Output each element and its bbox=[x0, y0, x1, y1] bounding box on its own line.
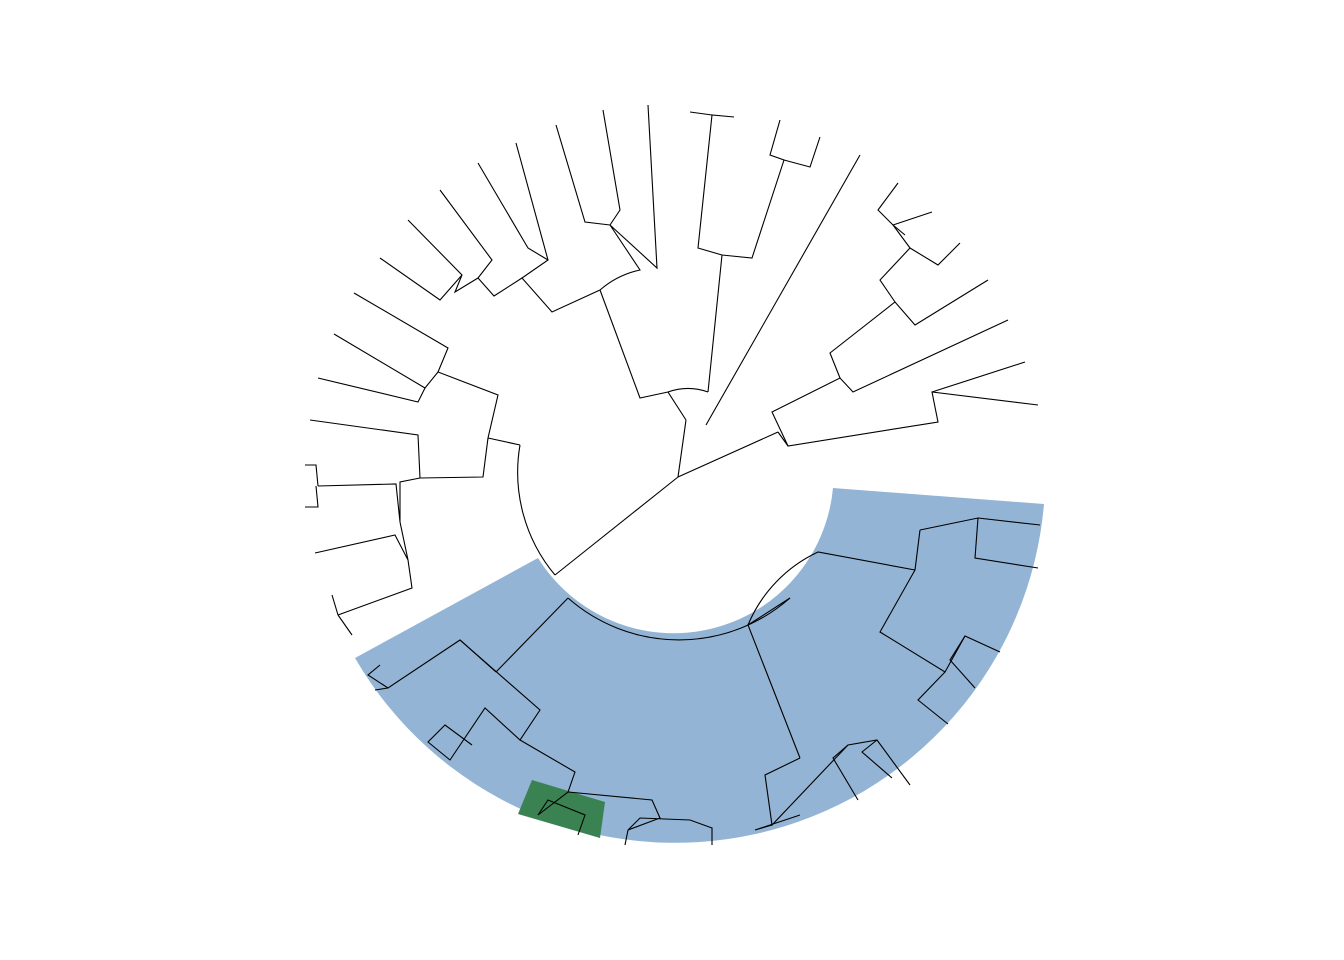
tree-branch bbox=[919, 517, 1039, 569]
tree-branch bbox=[677, 419, 687, 478]
tree-branch bbox=[599, 104, 658, 291]
tree-branch bbox=[477, 162, 549, 261]
tree-branch bbox=[892, 224, 906, 236]
tree-branch bbox=[519, 739, 586, 836]
tree-branch bbox=[309, 419, 489, 479]
clade-highlight-green bbox=[518, 780, 605, 838]
tree-branch bbox=[677, 431, 779, 478]
tree-branch bbox=[689, 111, 713, 116]
tree-branch bbox=[517, 444, 556, 576]
tree-branch bbox=[624, 829, 629, 846]
tree-branch bbox=[317, 377, 426, 403]
tree-branch bbox=[832, 744, 859, 801]
clade-highlight-blue bbox=[355, 488, 1044, 843]
tree-branch bbox=[879, 242, 961, 303]
tree-branch bbox=[331, 594, 339, 616]
tree-branch bbox=[771, 319, 1009, 447]
tree-branch bbox=[305, 464, 319, 487]
highlight-large-clade bbox=[355, 488, 1044, 843]
tree-branches bbox=[305, 104, 1041, 846]
tree-branch bbox=[602, 109, 621, 226]
tree-branch bbox=[567, 791, 713, 845]
tree-branch bbox=[314, 521, 409, 561]
tree-branch bbox=[877, 182, 899, 226]
tree-branch bbox=[333, 333, 439, 389]
tree-branch bbox=[917, 671, 949, 725]
tree-branch bbox=[567, 597, 791, 641]
tree-branch bbox=[705, 154, 861, 426]
tree-branch bbox=[379, 257, 463, 301]
tree-branch bbox=[439, 189, 523, 297]
tree-branch bbox=[667, 388, 709, 421]
tree-branch bbox=[407, 219, 479, 294]
tree-branch bbox=[764, 739, 911, 827]
tree-branch bbox=[487, 437, 521, 446]
tree-branch bbox=[829, 279, 989, 379]
tree-branch bbox=[515, 142, 601, 313]
tree-branch bbox=[374, 687, 389, 691]
tree-branch bbox=[337, 614, 353, 636]
tree-branch bbox=[305, 485, 319, 508]
tree-branch bbox=[931, 361, 1026, 393]
tree-branch bbox=[777, 391, 1039, 447]
tree-branch bbox=[977, 517, 1041, 526]
tree-branch bbox=[783, 136, 821, 168]
tree-branch bbox=[555, 124, 611, 226]
highlight-small-clade bbox=[518, 780, 605, 838]
tree-branch bbox=[697, 114, 735, 393]
tree-branch bbox=[599, 289, 669, 399]
tree-branch bbox=[721, 119, 785, 259]
tree-branch bbox=[427, 639, 541, 761]
tree-branch bbox=[754, 814, 801, 831]
tree-branch bbox=[337, 559, 413, 616]
tree-branch bbox=[495, 597, 569, 673]
tree-branch bbox=[317, 477, 421, 523]
tree-branch bbox=[747, 529, 921, 626]
tree-branch bbox=[554, 476, 679, 576]
tree-branch bbox=[949, 635, 976, 689]
tree-branch bbox=[861, 739, 893, 779]
tree-branch bbox=[353, 292, 499, 439]
